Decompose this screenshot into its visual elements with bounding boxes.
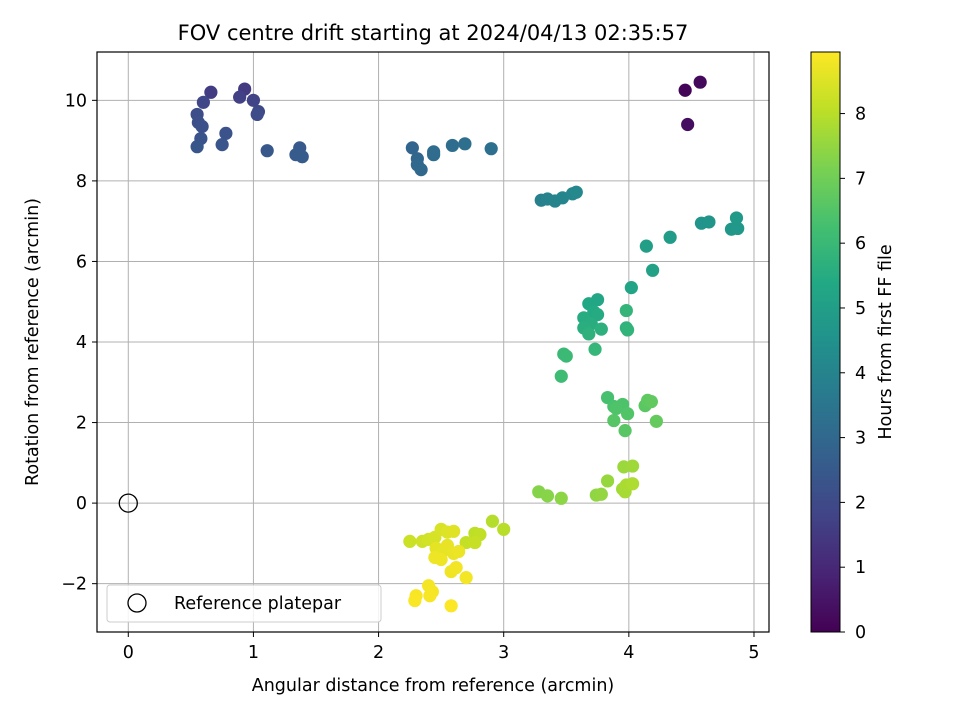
data-point: [649, 414, 663, 428]
colorbar-tick-label: 0: [855, 623, 866, 643]
data-point: [434, 552, 448, 567]
data-point: [405, 141, 419, 155]
reference-point: [118, 493, 138, 513]
y-tick-label: 0: [76, 494, 87, 514]
y-tick-label: 6: [76, 252, 87, 272]
colorbar: [810, 51, 841, 633]
data-point: [625, 459, 640, 473]
data-point: [458, 137, 472, 151]
data-point: [452, 544, 466, 559]
data-point: [215, 138, 229, 152]
data-point: [678, 83, 692, 97]
data-point: [555, 191, 570, 205]
data-point: [594, 487, 608, 501]
data-point: [447, 524, 461, 538]
colorbar-label: Hours from first FF file: [876, 244, 896, 439]
data-point: [559, 349, 573, 363]
data-point: [663, 230, 677, 244]
data-point: [624, 281, 638, 295]
chart-title: FOV centre drift starting at 2024/04/13 …: [178, 21, 689, 45]
colorbar-tick-label: 6: [855, 234, 866, 254]
data-point: [468, 535, 482, 550]
data-point: [484, 142, 498, 156]
data-point: [540, 489, 555, 503]
legend-marker-reference: [127, 593, 147, 613]
data-point: [619, 303, 633, 318]
colorbar-tick-label: 2: [855, 493, 866, 513]
data-point: [497, 522, 511, 536]
data-point: [246, 93, 261, 107]
data-point: [444, 599, 458, 613]
data-point: [625, 477, 640, 491]
data-point: [260, 144, 274, 158]
data-point: [554, 491, 568, 505]
x-tick-label: 0: [123, 643, 134, 663]
data-point: [607, 413, 621, 428]
y-axis-ticks: −2 0 2 4 6 8 10: [61, 91, 97, 595]
data-point: [423, 589, 437, 603]
data-point: [414, 163, 428, 177]
data-point: [449, 560, 463, 575]
data-point: [569, 185, 583, 199]
data-point: [618, 424, 632, 438]
colorbar-tick-label: 7: [855, 169, 866, 189]
x-tick-label: 5: [748, 643, 759, 663]
data-point: [196, 95, 210, 109]
data-point: [620, 323, 635, 337]
data-point: [445, 138, 459, 153]
data-point: [204, 85, 218, 99]
data-point: [681, 117, 695, 132]
data-point: [219, 126, 233, 140]
data-point: [190, 140, 204, 154]
data-point: [729, 211, 744, 225]
colorbar-tick-label: 8: [855, 105, 866, 125]
grid-lines: [97, 52, 769, 632]
x-axis-ticks: 0 1 2 3 4 5: [123, 632, 760, 663]
y-tick-label: 8: [76, 172, 87, 192]
data-point: [459, 571, 473, 585]
data-point: [693, 75, 707, 89]
colorbar-tick-label: 1: [855, 558, 866, 578]
y-tick-label: −2: [61, 575, 87, 595]
data-point: [702, 215, 716, 229]
x-tick-label: 4: [623, 643, 634, 663]
data-point: [594, 322, 608, 336]
y-axis-label: Rotation from reference (arcmin): [23, 198, 43, 486]
y-tick-label: 2: [76, 414, 87, 434]
data-point: [295, 150, 309, 164]
x-tick-label: 2: [373, 643, 384, 663]
y-tick-label: 10: [65, 91, 87, 111]
data-points: [190, 75, 745, 613]
data-point: [590, 308, 605, 322]
x-axis-label: Angular distance from reference (arcmin): [252, 676, 615, 696]
data-point: [195, 119, 209, 134]
data-point: [403, 534, 417, 548]
legend-box: [106, 584, 382, 623]
data-point: [250, 107, 264, 122]
data-point: [554, 369, 568, 383]
data-point: [644, 395, 658, 409]
data-point: [639, 239, 653, 253]
data-point: [233, 90, 247, 104]
data-point: [582, 327, 596, 341]
data-point: [620, 407, 635, 421]
colorbar-tick-label: 5: [855, 299, 866, 319]
colorbar-ticks: 0 1 2 3 4 5 6 7 8: [840, 105, 866, 643]
colorbar-tick-label: 4: [855, 364, 866, 384]
legend-label-reference: Reference platepar: [174, 594, 342, 614]
colorbar-tick-label: 3: [855, 429, 866, 449]
data-point: [609, 401, 623, 416]
data-point: [600, 474, 615, 488]
legend: Reference platepar: [106, 584, 382, 623]
data-point: [485, 514, 500, 528]
data-point: [588, 342, 602, 356]
data-point: [646, 263, 660, 277]
x-tick-label: 3: [498, 643, 509, 663]
data-point: [731, 221, 745, 236]
data-point: [408, 593, 422, 608]
data-point: [427, 145, 441, 159]
x-tick-label: 1: [248, 643, 259, 663]
y-tick-label: 4: [76, 333, 87, 353]
